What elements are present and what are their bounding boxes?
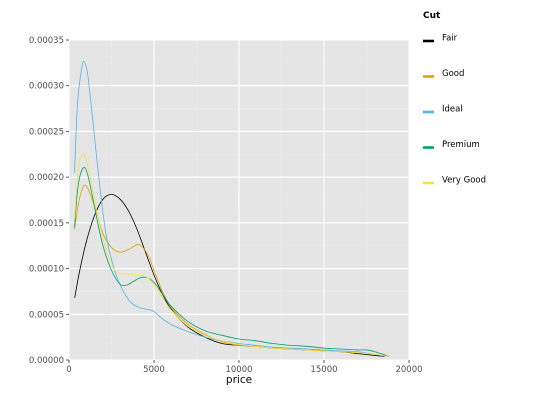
legend-label-very-good: Very Good <box>442 176 486 186</box>
legend-label-ideal: Ideal <box>442 105 463 115</box>
series-layer <box>74 60 390 357</box>
x-tick-label: 0 <box>66 365 71 375</box>
y-tick-label: 0.00020 <box>29 173 64 183</box>
legend: Cut Fair Good Ideal Premium Very Good <box>423 11 486 186</box>
x-tick-label: 15000 <box>310 365 337 375</box>
y-axis: 0.00000 0.00005 0.00010 0.00015 0.00020 0.000… <box>29 36 69 366</box>
x-axis-title: price <box>226 374 252 386</box>
legend-title: Cut <box>423 11 441 21</box>
legend-label-fair: Fair <box>442 34 458 44</box>
y-tick-label: 0.00010 <box>29 265 64 275</box>
y-tick-label: 0.00005 <box>29 310 64 320</box>
x-tick-label: 10000 <box>225 365 252 375</box>
series-line-very-good <box>74 153 389 357</box>
y-tick-label: 0.00030 <box>29 82 64 92</box>
y-tick-label: 0.00015 <box>29 219 64 229</box>
y-tick-label: 0.00025 <box>29 127 64 137</box>
major-gridlines <box>68 39 410 361</box>
legend-label-good: Good <box>442 69 464 79</box>
legend-label-premium: Premium <box>442 140 480 150</box>
series-line-ideal <box>74 60 389 357</box>
x-tick-label: 20000 <box>395 365 422 375</box>
y-tick-label: 0.00035 <box>29 36 64 46</box>
x-tick-label: 5000 <box>143 365 165 375</box>
y-tick-label: 0.00000 <box>29 356 64 366</box>
x-axis: 0 5000 10000 15000 20000 <box>66 360 423 375</box>
series-line-premium <box>74 167 390 357</box>
